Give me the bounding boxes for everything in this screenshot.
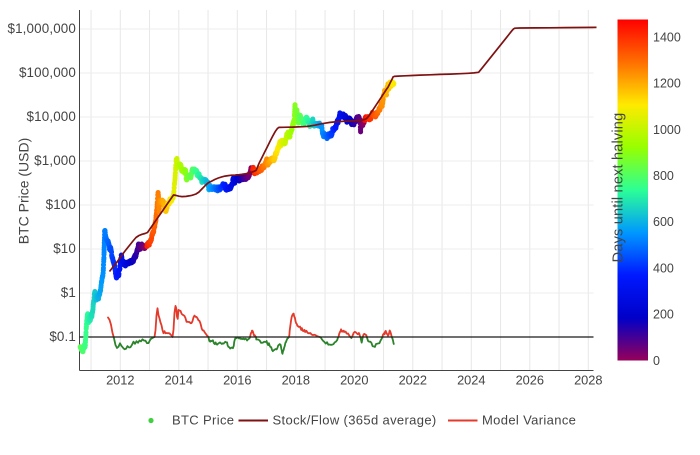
svg-text:2026: 2026 [516, 373, 544, 388]
svg-text:$1,000: $1,000 [34, 153, 76, 168]
svg-text:Model Variance: Model Variance [482, 413, 576, 428]
svg-text:2016: 2016 [223, 373, 251, 388]
svg-text:200: 200 [653, 308, 674, 322]
svg-text:1400: 1400 [653, 30, 681, 44]
svg-text:BTC Price (USD): BTC Price (USD) [16, 138, 32, 245]
svg-text:$100: $100 [46, 197, 76, 212]
svg-text:2024: 2024 [457, 373, 485, 388]
svg-text:2020: 2020 [340, 373, 368, 388]
svg-text:800: 800 [653, 169, 674, 183]
svg-text:Days until next halving: Days until next halving [611, 113, 627, 263]
svg-text:0: 0 [653, 354, 660, 368]
svg-text:$10: $10 [53, 241, 76, 256]
svg-text:1200: 1200 [653, 77, 681, 91]
svg-text:$100,000: $100,000 [19, 65, 76, 80]
svg-text:400: 400 [653, 261, 674, 275]
svg-text:$10,000: $10,000 [27, 109, 76, 124]
svg-text:2028: 2028 [574, 373, 602, 388]
svg-text:2022: 2022 [399, 373, 427, 388]
svg-text:BTC Price: BTC Price [172, 413, 234, 428]
svg-text:600: 600 [653, 215, 674, 229]
svg-text:2012: 2012 [106, 373, 134, 388]
svg-text:$1,000,000: $1,000,000 [7, 21, 76, 36]
svg-text:1000: 1000 [653, 123, 681, 137]
svg-text:2014: 2014 [165, 373, 193, 388]
svg-text:$0.1: $0.1 [49, 329, 76, 344]
svg-text:$1: $1 [61, 285, 76, 300]
svg-text:2018: 2018 [282, 373, 310, 388]
svg-text:Stock/Flow (365d average): Stock/Flow (365d average) [273, 413, 437, 428]
